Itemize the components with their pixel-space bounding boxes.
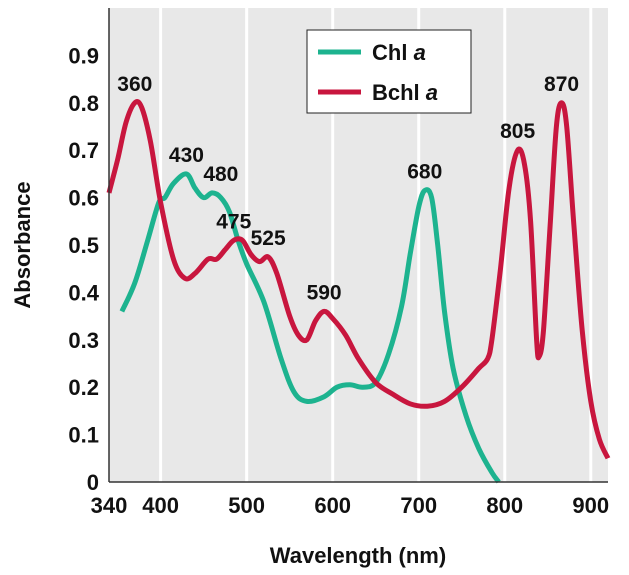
- y-tick-label: 0.1: [68, 423, 99, 448]
- y-tick-label: 0.9: [68, 43, 99, 68]
- legend-label-chl-a: Chl a: [372, 40, 426, 65]
- series-line-chl-a: [119, 171, 501, 484]
- y-tick-label: 0: [87, 470, 99, 495]
- x-axis-title: Wavelength (nm): [270, 543, 446, 568]
- x-tick-label: 600: [314, 493, 351, 518]
- y-tick-label: 0.2: [68, 375, 99, 400]
- y-tick-label: 0.6: [68, 186, 99, 211]
- legend: Chl a Bchl a: [306, 29, 472, 114]
- x-tick-label: 700: [400, 493, 437, 518]
- peak-label-525: 525: [251, 227, 286, 250]
- peak-label-475: 475: [216, 210, 251, 233]
- peak-label-480: 480: [203, 163, 238, 186]
- y-tick-label: 0.8: [68, 91, 99, 116]
- y-axis-title: Absorbance: [10, 181, 35, 308]
- y-tick-label: 0.7: [68, 138, 99, 163]
- peak-label-870: 870: [544, 73, 579, 96]
- x-tick-label: 500: [228, 493, 265, 518]
- x-tick-label: 400: [142, 493, 179, 518]
- y-tick-label: 0.5: [68, 233, 99, 258]
- peak-label-680: 680: [407, 160, 442, 183]
- peak-label-430: 430: [169, 144, 204, 167]
- legend-box: [306, 29, 472, 114]
- x-tick-label: 900: [572, 493, 609, 518]
- peak-label-590: 590: [307, 281, 342, 304]
- series-group: [106, 99, 611, 484]
- y-tick-label: 0.4: [68, 280, 99, 305]
- y-tick-labels: 0 0.1 0.2 0.3 0.4 0.5 0.6 0.7 0.8 0.9: [68, 43, 99, 495]
- x-tick-label: 800: [486, 493, 523, 518]
- peak-label-805: 805: [500, 120, 535, 143]
- legend-label-bchl-a: Bchl a: [372, 80, 438, 105]
- x-tick-labels: 340 400 500 600 700 800 900: [91, 493, 610, 518]
- x-tick-label: 340: [91, 493, 128, 518]
- peak-label-360: 360: [117, 73, 152, 96]
- y-tick-label: 0.3: [68, 328, 99, 353]
- series-line-bchl-a: [106, 99, 611, 460]
